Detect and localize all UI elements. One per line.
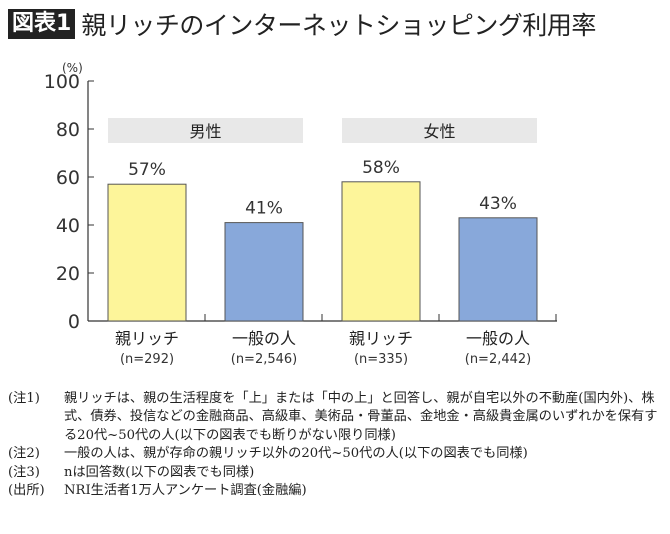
bar-chart: (%) 0 20 40 60 80 100 男性 女性 57% 親リッチ (n=292) 41% 一般の人… [44, 61, 557, 367]
group-band [108, 118, 303, 143]
y-tick-label: 60 [56, 167, 80, 189]
y-axis-unit: (%) [62, 61, 83, 75]
sample-size-label: (n=335) [354, 352, 408, 367]
data-label: 58% [362, 158, 400, 178]
bar [107, 183, 187, 322]
category-label: 親リッチ [349, 329, 413, 348]
figure-badge: 図表1 [8, 9, 76, 39]
header: 図表1 親リッチのインターネットショッピング利用率 [8, 6, 596, 42]
y-tick-label: 0 [68, 311, 80, 333]
note-3: (注3) nは回答数(以下の図表でも同様) [8, 464, 255, 480]
y-tick-label: 20 [56, 263, 80, 285]
chart-title: 親リッチのインターネットショッピング利用率 [81, 11, 596, 40]
y-tick-label: 80 [56, 119, 80, 141]
group-label: 男性 [189, 122, 221, 141]
group-band [342, 118, 537, 143]
data-label: 43% [479, 194, 517, 214]
group-label: 女性 [423, 122, 455, 141]
bar [341, 181, 421, 322]
bar [224, 222, 304, 322]
category-label: 親リッチ [115, 329, 179, 348]
category-label: 一般の人 [232, 329, 296, 348]
bar [458, 217, 538, 322]
y-tick-label: 100 [44, 71, 80, 93]
notes: (注1) 親リッチは、親の生活程度を「上」または「中の上」と回答し、親が自宅以外の… [8, 390, 658, 500]
source-note: (出所) NRI生活者1万人アンケート調査(金融編) [8, 483, 307, 499]
y-tick-label: 40 [56, 215, 80, 237]
sample-size-label: (n=2,442) [465, 352, 532, 367]
data-label: 41% [245, 199, 283, 219]
note-2: (注2) 一般の人は、親が存命の親リッチ以外の20代~50代の人(以下の図表でも同… [8, 446, 528, 462]
note-1: (注1) 親リッチは、親の生活程度を「上」または「中の上」と回答し、親が自宅以外の… [8, 391, 658, 443]
sample-size-label: (n=292) [120, 352, 174, 367]
category-label: 一般の人 [466, 329, 530, 348]
data-label: 57% [128, 160, 166, 180]
sample-size-label: (n=2,546) [231, 352, 298, 367]
